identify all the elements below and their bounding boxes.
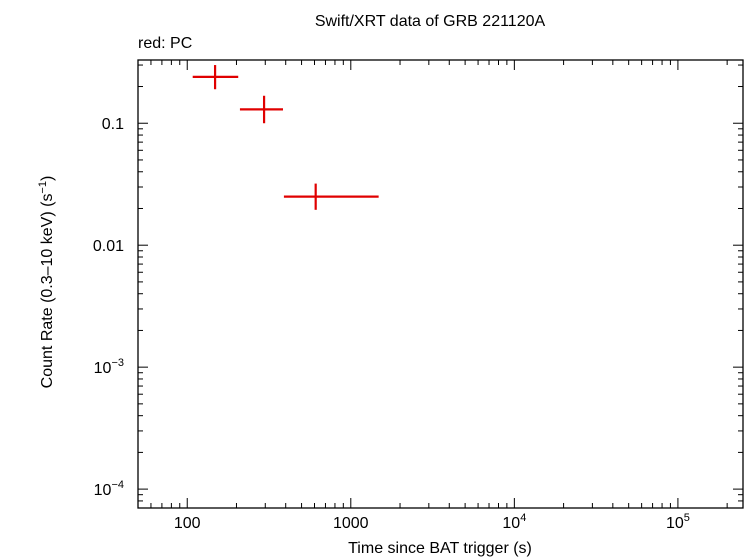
- x-tick-label-sup: 5: [684, 512, 690, 524]
- y-tick-label-sup: −4: [111, 479, 124, 491]
- y-tick-label-base: 10: [94, 360, 112, 377]
- x-tick-label: 105: [666, 512, 690, 532]
- plot-frame: [137, 59, 744, 509]
- x-axis-ticks: [137, 60, 728, 508]
- y-axis-ticks: [138, 64, 743, 509]
- x-tick-label: 100: [174, 515, 201, 532]
- y-axis-label-end: ): [39, 176, 56, 181]
- x-axis-label: Time since BAT trigger (s): [348, 540, 532, 557]
- x-tick-label-base: 1000: [333, 515, 369, 532]
- y-axis-label-sup: −1: [37, 181, 49, 194]
- y-axis-label-main: Count Rate (0.3–10 keV) (s: [39, 194, 56, 389]
- x-tick-label-base: 100: [174, 515, 201, 532]
- data-point: [239, 95, 283, 124]
- x-tick-label-base: 10: [666, 515, 684, 532]
- chart-title: Swift/XRT data of GRB 221120A: [315, 13, 546, 30]
- y-tick-label-base: 0.1: [102, 116, 124, 133]
- y-tick-label: 10−4: [94, 479, 124, 499]
- y-axis-label: Count Rate (0.3–10 keV) (s−1): [37, 176, 56, 389]
- y-tick-label-base: 10: [94, 482, 112, 499]
- y-tick-label: 0.1: [102, 116, 124, 133]
- x-tick-label-sup: 4: [520, 512, 526, 524]
- x-axis-tick-labels: 100 1000 104 105: [174, 512, 690, 532]
- data-points: [192, 65, 379, 210]
- y-tick-label-base: 0.01: [93, 238, 124, 255]
- x-tick-label: 104: [502, 512, 526, 532]
- y-tick-label-sup: −3: [111, 357, 124, 369]
- x-tick-label: 1000: [333, 515, 369, 532]
- data-point: [283, 183, 379, 210]
- data-point: [192, 65, 239, 90]
- y-tick-label: 0.01: [93, 238, 124, 255]
- x-tick-label-base: 10: [502, 515, 520, 532]
- chart-subtitle: red: PC: [138, 35, 192, 52]
- y-tick-label: 10−3: [94, 357, 124, 377]
